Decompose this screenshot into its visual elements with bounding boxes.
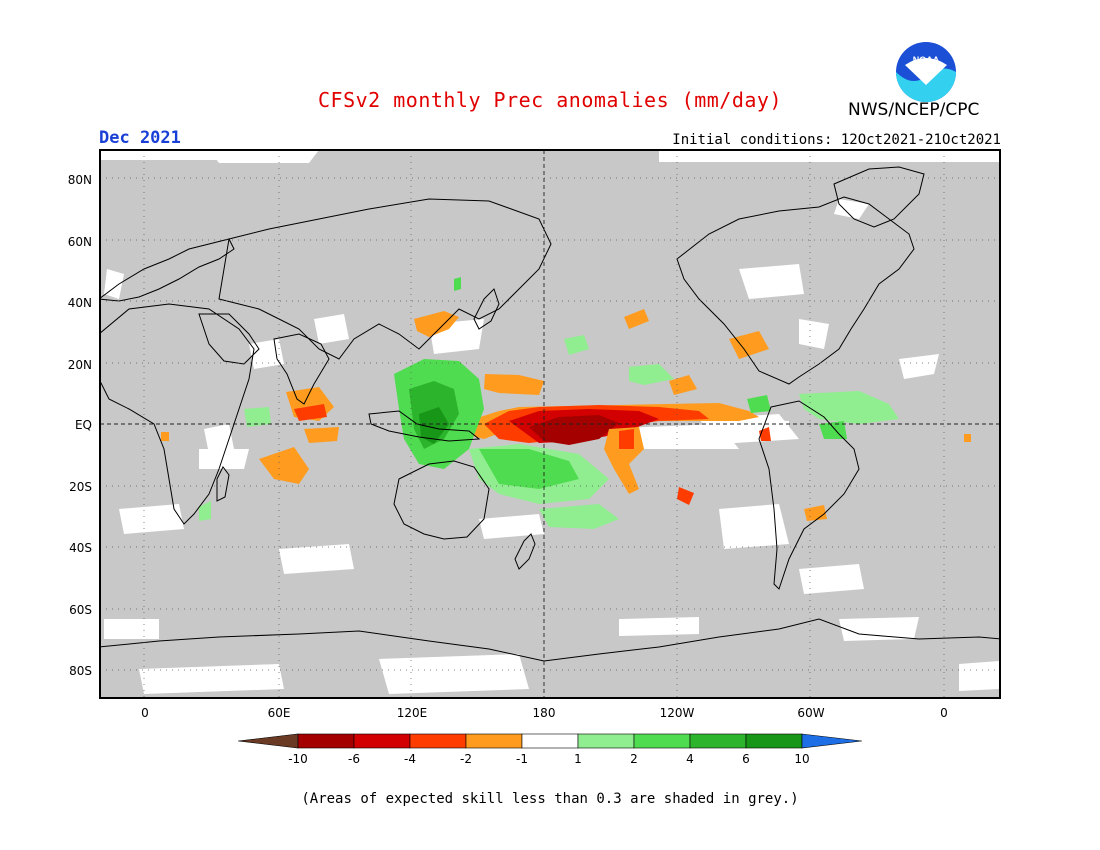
- equator-dateline: [100, 150, 1000, 698]
- lat-label-60n: 60N: [67, 235, 92, 249]
- legend-swatch-2-4: [633, 733, 691, 749]
- legend-label-4: 4: [686, 752, 694, 766]
- greenland-outline: [833, 166, 925, 228]
- lon-label-0-east: 0: [940, 706, 948, 720]
- lon-label-180: 180: [532, 706, 556, 720]
- color-legend: [238, 733, 862, 749]
- precip-anomaly-map: [99, 149, 1001, 699]
- indonesia-outline: [368, 410, 481, 442]
- lat-label-40n: 40N: [67, 296, 92, 310]
- legend-label-m4: -4: [404, 752, 416, 766]
- forecast-month: Dec 2021: [99, 128, 181, 148]
- legend-swatch-4-6: [689, 733, 747, 749]
- legend-swatch-m6-m4: [353, 733, 411, 749]
- coastlines: [100, 166, 1000, 662]
- legend-swatch-m2-m1: [465, 733, 523, 749]
- lat-label-eq: EQ: [74, 418, 92, 432]
- legend-label-6: 6: [742, 752, 750, 766]
- lon-label-120e: 120E: [396, 706, 428, 720]
- legend-swatch-6-10: [745, 733, 803, 749]
- legend-label-m10: -10: [288, 752, 308, 766]
- lon-label-60e: 60E: [267, 706, 291, 720]
- initial-conditions: Initial conditions: 12Oct2021-21Oct2021: [672, 132, 1001, 148]
- africa-outline: [100, 303, 255, 525]
- legend-label-m1: -1: [516, 752, 528, 766]
- legend-label-2: 2: [630, 752, 638, 766]
- logo-text: NOAA: [913, 55, 940, 65]
- lat-label-80s: 80S: [69, 664, 92, 678]
- skill-footnote: (Areas of expected skill less than 0.3 a…: [301, 791, 799, 807]
- legend-swatch-lt-m10: [238, 733, 299, 749]
- legend-swatch-m1-1: [521, 733, 579, 749]
- australia-outline: [393, 460, 490, 540]
- lon-label-120w: 120W: [659, 706, 695, 720]
- new-zealand-outline: [514, 533, 536, 570]
- north-america-outline: [676, 196, 915, 385]
- lat-label-80n: 80N: [67, 173, 92, 187]
- agency-label: NWS/NCEP/CPC: [848, 100, 980, 120]
- negative-anomaly-areas: [161, 309, 971, 521]
- legend-swatch-gt-10: [801, 733, 862, 749]
- eurasia-outline: [218, 198, 552, 360]
- india-outline: [273, 333, 330, 405]
- japan-outline: [473, 288, 500, 330]
- legend-label-1: 1: [574, 752, 582, 766]
- legend-swatch-m4-m2: [409, 733, 467, 749]
- lat-label-20s: 20S: [69, 480, 92, 494]
- legend-label-10: 10: [794, 752, 810, 766]
- antarctica-outline: [100, 618, 1000, 662]
- lat-label-60s: 60S: [69, 603, 92, 617]
- graticule: [100, 150, 1000, 698]
- map-title: CFSv2 monthly Prec anomalies (mm/day): [317, 88, 783, 112]
- legend-label-m6: -6: [348, 752, 360, 766]
- lon-label-60w: 60W: [797, 706, 825, 720]
- south-america-outline: [758, 400, 860, 590]
- lon-label-0: 0: [141, 706, 149, 720]
- legend-swatch-1-2: [577, 733, 635, 749]
- legend-label-m2: -2: [460, 752, 472, 766]
- lat-label-20n: 20N: [67, 358, 92, 372]
- lat-label-40s: 40S: [69, 541, 92, 555]
- positive-anomaly-areas: [199, 277, 899, 529]
- arabia-outline: [198, 313, 260, 365]
- noaa-logo: NOAA: [896, 42, 956, 102]
- legend-swatch-m10-m6: [297, 733, 355, 749]
- europe-outline: [100, 238, 235, 302]
